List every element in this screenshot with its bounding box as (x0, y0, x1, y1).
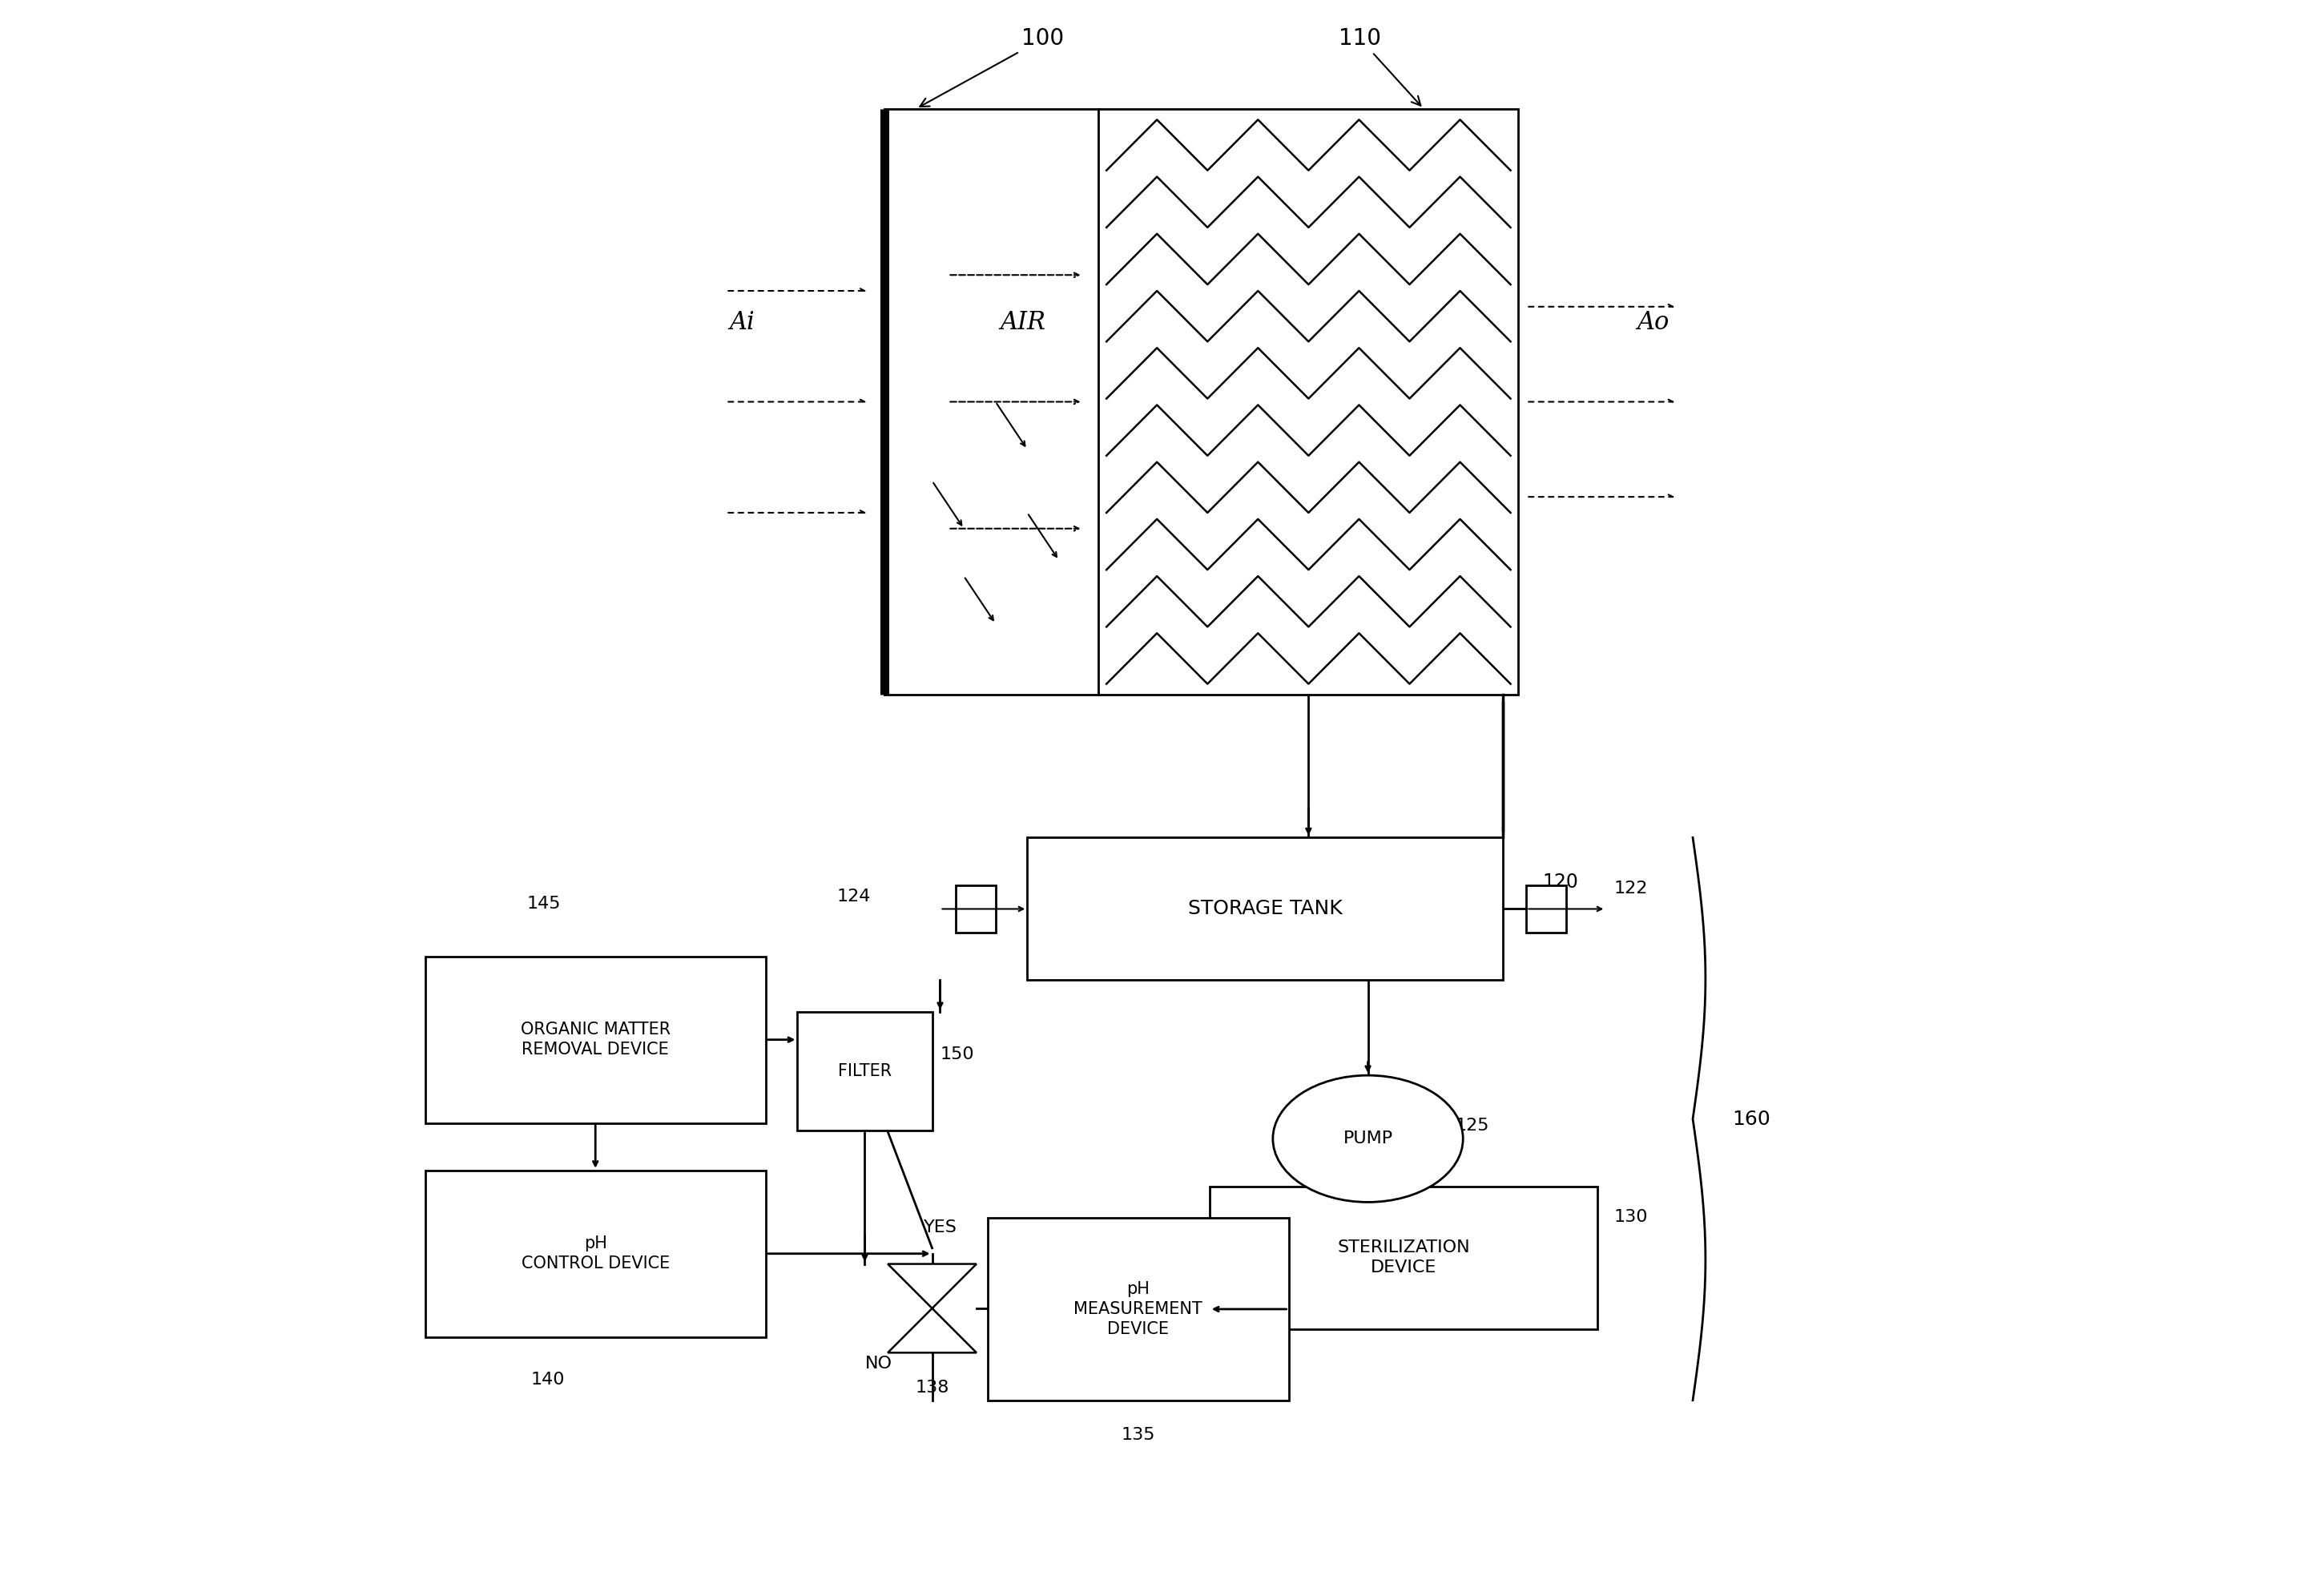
Bar (988, 1218, 1288, 1400)
Bar (425, 956, 766, 1124)
Text: 122: 122 (1613, 881, 1648, 897)
Text: 140: 140 (531, 1371, 565, 1387)
Bar (1099, 109, 1519, 694)
Text: ORGANIC MATTER
REMOVAL DEVICE: ORGANIC MATTER REMOVAL DEVICE (519, 1021, 669, 1058)
Text: 130: 130 (1613, 1210, 1648, 1226)
Text: pH
MEASUREMENT
DEVICE: pH MEASUREMENT DEVICE (1073, 1282, 1202, 1337)
Text: YES: YES (923, 1219, 958, 1235)
Text: 125: 125 (1454, 1119, 1489, 1135)
Text: FILTER: FILTER (838, 1063, 891, 1079)
Polygon shape (889, 1264, 976, 1309)
Text: 150: 150 (939, 1047, 974, 1063)
Bar (425, 1170, 766, 1337)
Text: STERILIZATION
DEVICE: STERILIZATION DEVICE (1336, 1240, 1470, 1275)
Text: Ai: Ai (729, 310, 755, 335)
Text: 110: 110 (1339, 27, 1422, 105)
Bar (1027, 838, 1503, 980)
Bar (1209, 1186, 1597, 1329)
Text: PUMP: PUMP (1343, 1130, 1392, 1148)
Text: 120: 120 (1542, 873, 1579, 892)
Bar (884, 109, 1099, 694)
Bar (956, 886, 995, 932)
Text: 100: 100 (921, 27, 1064, 107)
Bar (799, 1012, 932, 1132)
Text: NO: NO (866, 1355, 893, 1371)
Bar (1526, 886, 1567, 932)
Text: 124: 124 (838, 889, 870, 905)
Ellipse shape (1272, 1076, 1463, 1202)
Text: pH
CONTROL DEVICE: pH CONTROL DEVICE (522, 1235, 669, 1272)
Text: AIR: AIR (999, 310, 1046, 335)
Text: 160: 160 (1733, 1109, 1770, 1128)
Text: 135: 135 (1122, 1427, 1156, 1443)
Text: 138: 138 (916, 1379, 949, 1395)
Text: Ao: Ao (1636, 310, 1669, 335)
Text: 145: 145 (526, 895, 561, 913)
Polygon shape (889, 1309, 976, 1353)
Text: STORAGE TANK: STORAGE TANK (1189, 899, 1343, 919)
